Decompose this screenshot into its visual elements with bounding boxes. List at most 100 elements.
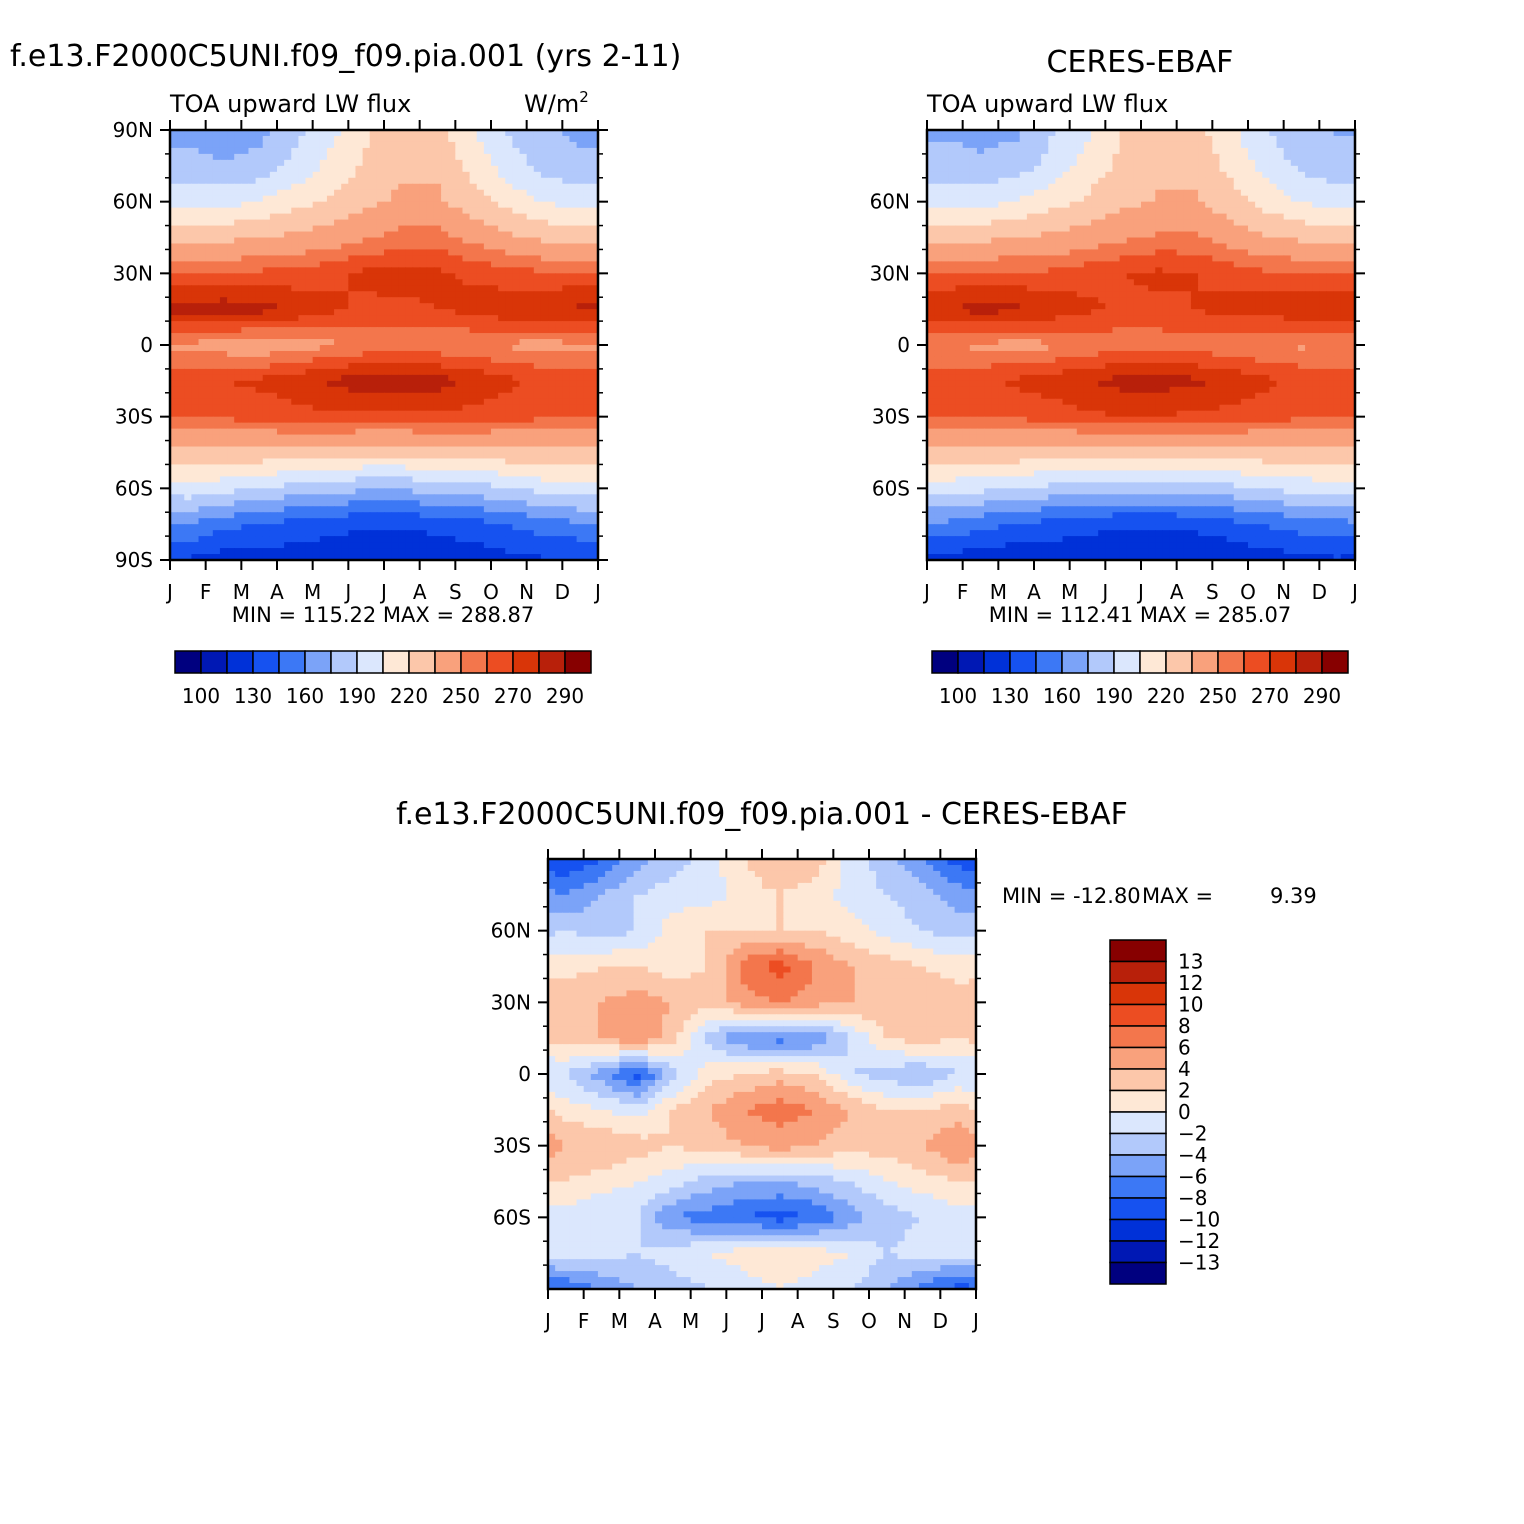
heatmap-cell [369,446,378,454]
heatmap-cell [391,297,399,304]
heatmap-cell [555,428,563,436]
heatmap-cell [191,165,200,173]
heatmap-cell [248,177,257,185]
heatmap-cell [355,165,364,173]
heatmap-cell [234,386,242,394]
heatmap-cell [262,488,271,495]
heatmap-cell [555,195,563,203]
heatmap-cell [177,141,185,149]
heatmap-cell [491,350,499,358]
heatmap-cell [590,374,599,382]
heatmap-cell [1276,159,1285,167]
heatmap-cell [505,231,513,239]
heatmap-cell [326,506,335,513]
heatmap-cell [476,219,485,227]
heatmap-cell [269,195,278,203]
heatmap-cell [248,303,257,310]
heatmap-cell [255,416,264,424]
heatmap-cell [376,356,385,364]
heatmap-cell [412,261,421,268]
heatmap-cell [391,464,399,472]
heatmap-cell [284,297,292,304]
heatmap-cell [398,153,406,161]
heatmap-cell [362,255,371,262]
heatmap-cell [334,554,342,561]
heatmap-cell [284,273,292,280]
heatmap-cell [205,350,214,358]
heatmap-cell [462,147,471,155]
heatmap-cell [205,231,214,239]
heatmap-cell [248,285,257,292]
heatmap-cell [291,219,299,227]
heatmap-cell [277,524,285,531]
heatmap-cell [355,494,364,501]
heatmap-cell [269,476,278,483]
heatmap-cell [241,362,250,370]
heatmap-cell [462,524,471,531]
heatmap-cell [426,273,435,280]
heatmap-cell [305,554,314,561]
heatmap-cell [548,219,556,227]
heatmap-cell [483,285,492,292]
heatmap-cell [305,470,314,477]
heatmap-cell [262,452,271,460]
heatmap-cell [355,458,364,466]
heatmap-cell [498,392,506,400]
heatmap-cell [455,476,464,483]
heatmap-cell [412,374,421,382]
heatmap-cell [177,285,185,292]
heatmap-cell [590,153,599,161]
heatmap-cell [341,404,349,412]
heatmap-cell [227,135,235,143]
heatmap-cell [1198,159,1206,167]
heatmap-cell [1162,165,1171,173]
heatmap-cell [426,398,435,406]
heatmap-cell [483,410,492,418]
heatmap-cell [348,153,357,161]
heatmap-cell [312,345,321,352]
heatmap-cell [384,476,392,483]
heatmap-cell [227,165,235,173]
heatmap-cell [391,195,399,203]
heatmap-cell [548,189,556,197]
heatmap-cell [512,309,521,316]
heatmap-cell [255,201,264,209]
heatmap-cell [562,255,571,262]
heatmap-cell [505,452,513,460]
heatmap-cell [1155,171,1163,179]
heatmap-cell [319,536,328,543]
heatmap-cell [1119,141,1128,149]
heatmap-cell [1240,141,1249,149]
heatmap-cell [1126,177,1135,185]
heatmap-cell [433,542,442,549]
heatmap-cell [326,297,335,304]
heatmap-cell [533,345,542,352]
heatmap-cell [384,219,392,227]
heatmap-cell [419,297,428,304]
heatmap-cell [526,446,535,454]
heatmap-cell [505,350,513,358]
heatmap-cell [441,392,449,400]
heatmap-cell [555,189,563,197]
heatmap-cell [305,171,314,179]
heatmap-cell [341,159,349,167]
heatmap-cell [1205,177,1213,185]
heatmap-cell [405,255,414,262]
heatmap-cell [1083,159,1092,167]
heatmap-cell [576,135,585,143]
heatmap-cell [426,494,435,501]
heatmap-cell [441,189,449,197]
heatmap-cell [1240,177,1249,185]
heatmap-cell [262,470,271,477]
heatmap-cell [1319,147,1328,155]
heatmap-cell [326,147,335,155]
heatmap-cell [419,333,428,340]
heatmap-cell [491,153,499,161]
heatmap-cell [177,333,185,340]
heatmap-cell [576,130,585,137]
heatmap-cell [219,368,228,376]
heatmap-cell [512,542,521,549]
heatmap-cell [412,410,421,418]
heatmap-cell [184,476,192,483]
heatmap-cell [1255,130,1263,137]
